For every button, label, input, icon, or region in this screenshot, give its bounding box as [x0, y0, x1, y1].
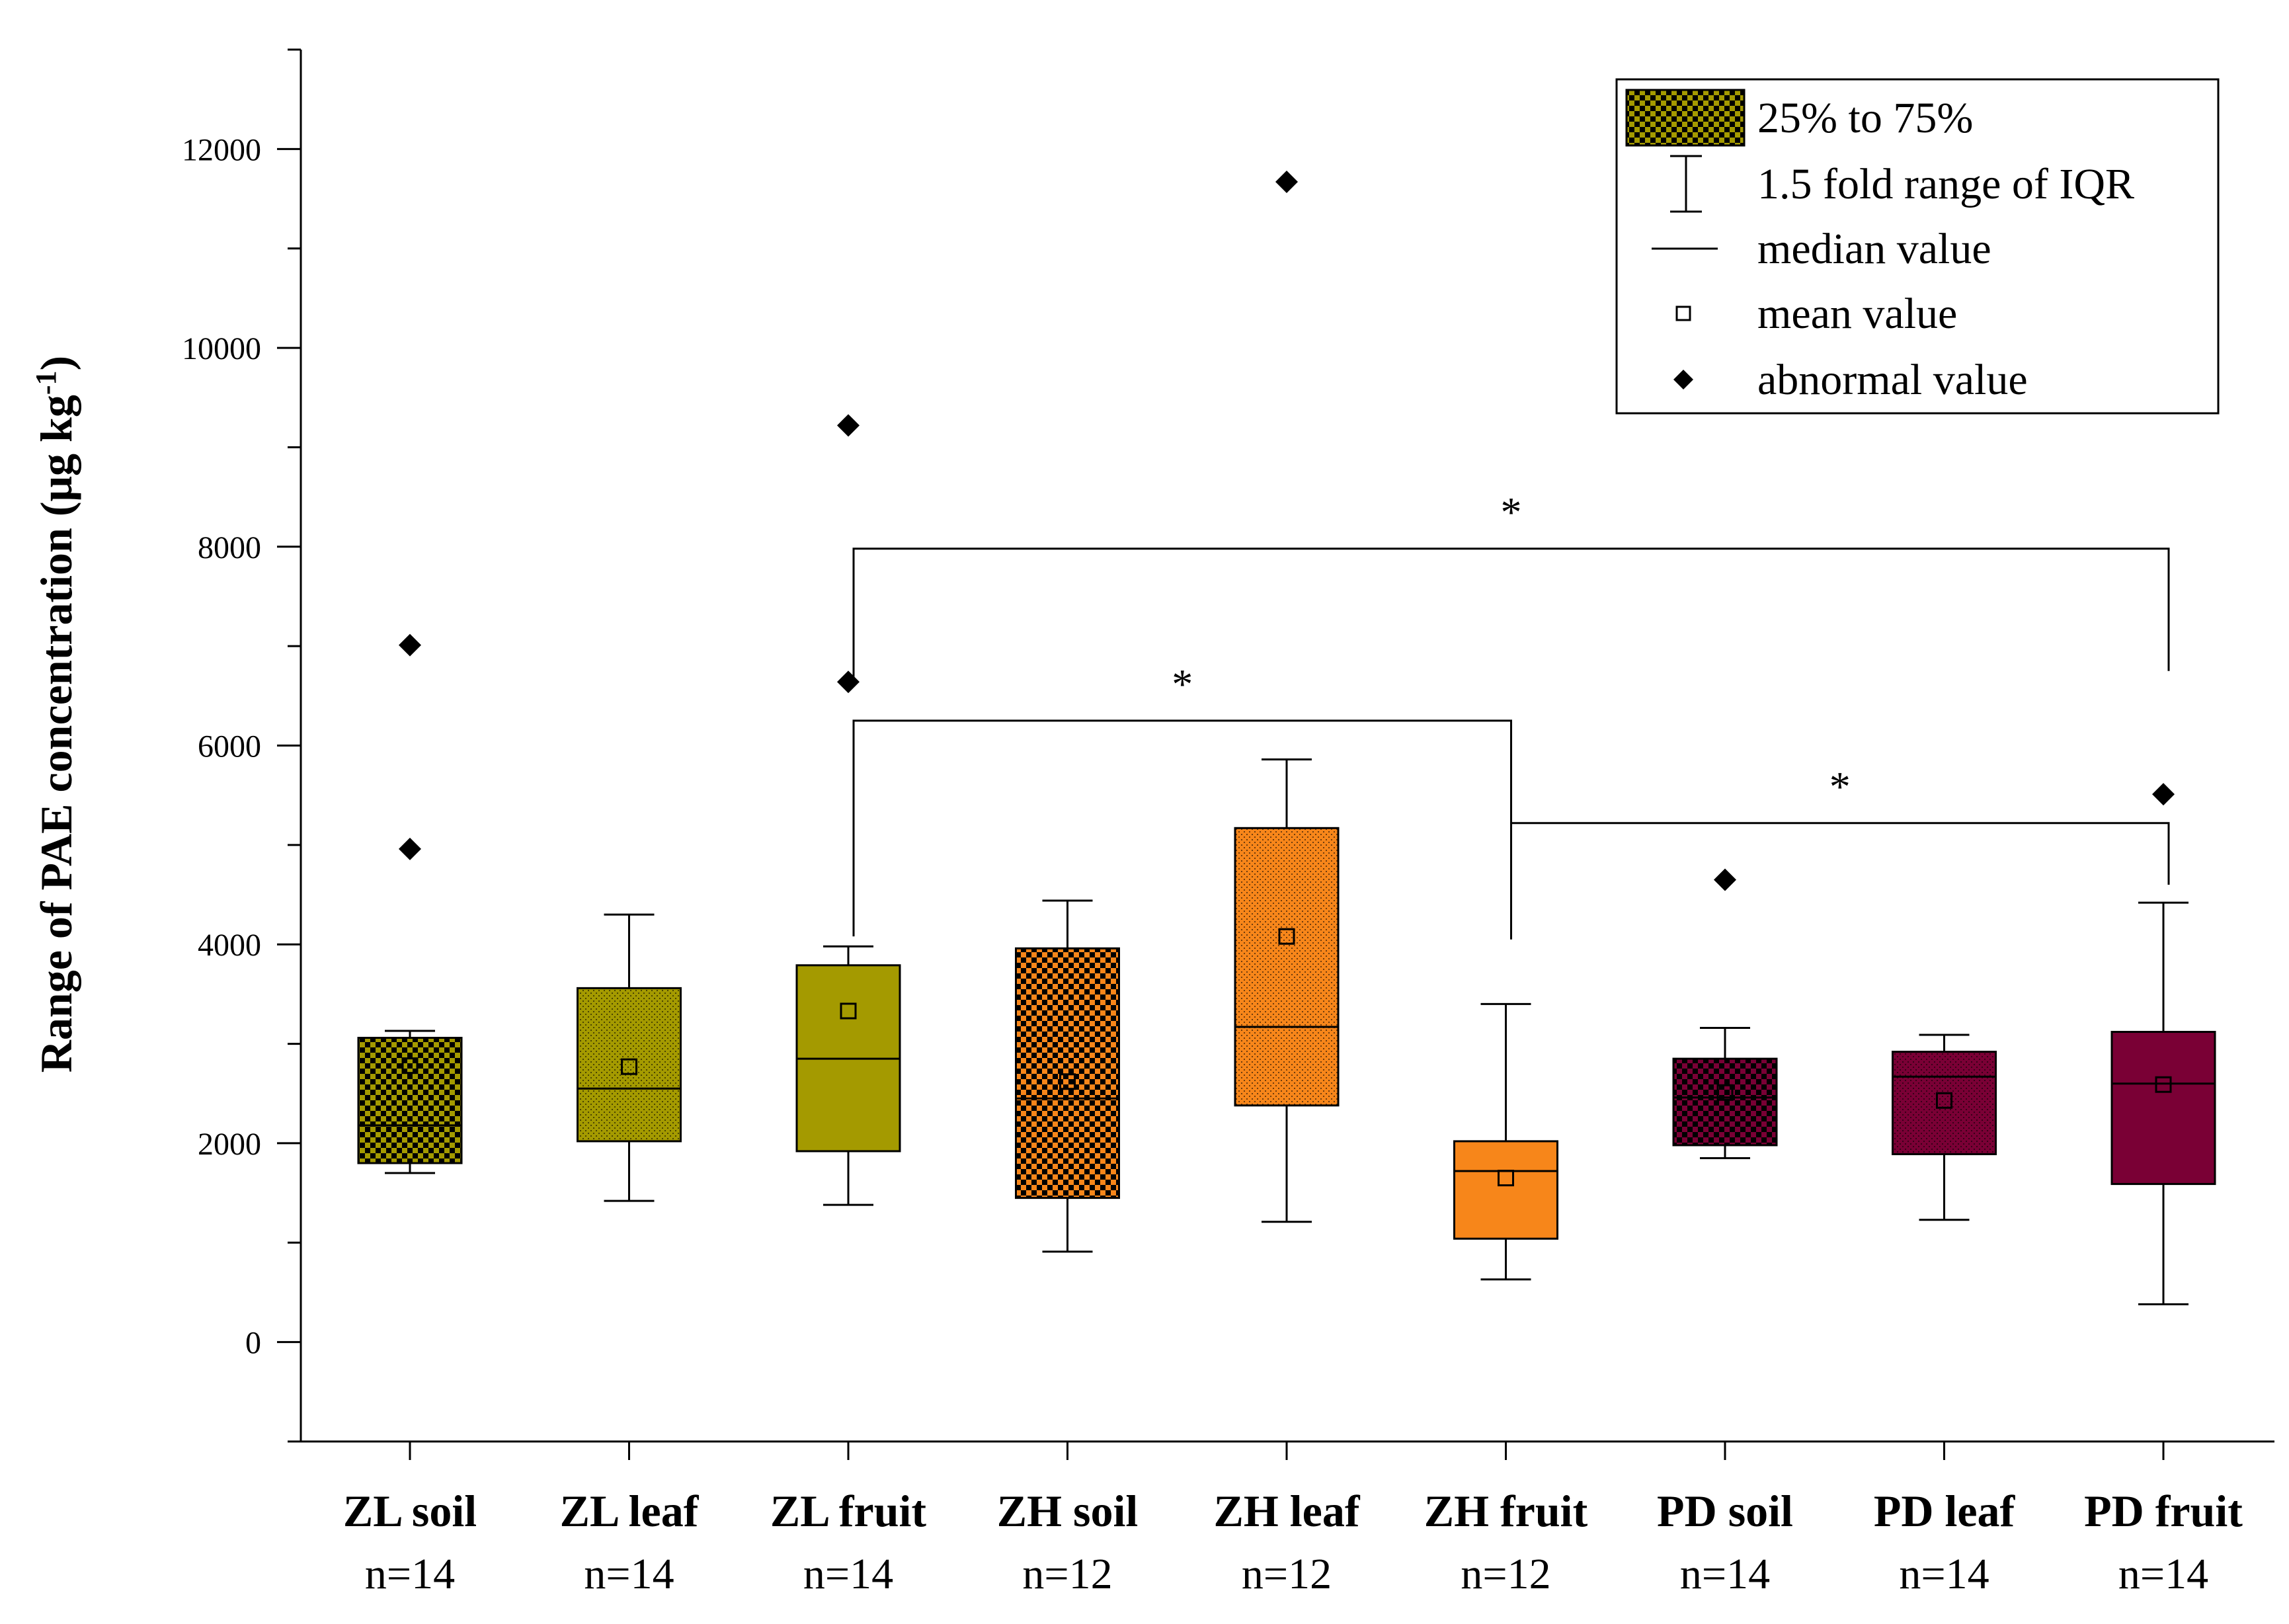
- bracket-line: [1510, 822, 2170, 889]
- legend-label: abnormal value: [1757, 356, 2028, 404]
- x-label-category: PD soil: [1657, 1486, 1793, 1536]
- x-label-n: n=14: [584, 1550, 674, 1598]
- box-zh-soil: [1015, 899, 1120, 1253]
- mean-marker: [1498, 1170, 1514, 1187]
- significance-bracket: *: [852, 489, 2170, 681]
- box-zl-leaf: [577, 913, 682, 1202]
- iqr-box: [1453, 1140, 1558, 1240]
- y-tick-label: 0: [245, 1326, 261, 1361]
- outlier-marker: [1275, 170, 1298, 193]
- legend-item-box: 25% to 75%: [1625, 89, 1973, 147]
- iqr-box: [1234, 827, 1340, 1107]
- x-label-n: n=14: [1680, 1550, 1770, 1598]
- y-tick-label: 10000: [182, 331, 261, 366]
- y-tick-label: 12000: [182, 132, 261, 167]
- legend-item-outlier: abnormal value: [1673, 356, 2028, 404]
- iqr-box: [357, 1037, 463, 1164]
- x-label-n: n=14: [365, 1550, 455, 1598]
- legend: 25% to 75% 1.5 fold range of IQR median va…: [1615, 78, 2220, 415]
- significance-star: *: [1501, 489, 1522, 536]
- legend-label: median value: [1757, 225, 1991, 273]
- bracket-line: [852, 548, 2170, 681]
- outlier-marker: [399, 633, 421, 657]
- x-label-n: n=14: [2118, 1550, 2208, 1598]
- x-label-category: ZH leaf: [1214, 1486, 1361, 1536]
- mean-marker: [621, 1058, 637, 1075]
- box-pd-leaf: [1892, 1034, 1997, 1221]
- mean-marker: [2155, 1076, 2172, 1093]
- iqr-box: [1015, 947, 1120, 1199]
- x-label-n: n=12: [1461, 1550, 1550, 1598]
- mean-marker: [840, 1002, 857, 1020]
- iqr-box: [1892, 1051, 1997, 1155]
- iqr-box: [577, 987, 682, 1143]
- x-label-category: ZL soil: [343, 1486, 477, 1536]
- iqr-box: [2110, 1031, 2216, 1186]
- outlier-marker: [837, 670, 860, 694]
- box-pd-soil: [1672, 868, 1778, 1159]
- legend-box-swatch: [1625, 89, 1746, 147]
- box-zl-fruit: [795, 414, 901, 1206]
- legend-mean-icon: [1675, 305, 1691, 321]
- significance-bracket: *: [852, 661, 1512, 940]
- y-tick-label: 8000: [198, 530, 261, 565]
- significance-brackets: * * *: [852, 489, 2170, 940]
- box-pd-fruit: [2110, 783, 2216, 1306]
- x-label-category: ZL leaf: [560, 1486, 700, 1536]
- box-plots: [357, 170, 2216, 1306]
- x-label-n: n=12: [1022, 1550, 1112, 1598]
- x-label-n: n=12: [1242, 1550, 1332, 1598]
- x-label-n: n=14: [803, 1550, 893, 1598]
- x-axis-labels: ZL soil n=14 ZL leaf n=14 ZL fruit n=14 ZH soi…: [343, 1486, 2243, 1598]
- y-tick-label: 2000: [198, 1127, 261, 1162]
- outlier-marker: [837, 414, 860, 437]
- outlier-marker: [399, 837, 421, 860]
- legend-outlier-icon: [1673, 370, 1693, 389]
- box-zl-soil: [357, 633, 463, 1174]
- legend-label: 1.5 fold range of IQR: [1757, 160, 2134, 208]
- significance-bracket: *: [1510, 763, 2170, 889]
- legend-item-whisker: 1.5 fold range of IQR: [1670, 155, 2134, 213]
- x-label-category: PD fruit: [2084, 1486, 2243, 1536]
- axes: 0 2000 4000 6000 8000 10000 12000: [182, 48, 2274, 1460]
- box-zh-leaf: [1234, 170, 1340, 1223]
- significance-star: *: [1172, 661, 1193, 708]
- x-label-n: n=14: [1899, 1550, 1989, 1598]
- legend-label: 25% to 75%: [1757, 94, 1973, 142]
- bracket-line: [852, 719, 1512, 940]
- mean-marker: [1936, 1092, 1952, 1109]
- mean-marker: [1278, 928, 1295, 945]
- x-label-category: ZH soil: [997, 1486, 1139, 1536]
- outlier-marker: [1714, 868, 1736, 891]
- mean-marker: [1059, 1073, 1076, 1090]
- y-axis-label: Range of PAE concentration (μg kg-1): [30, 356, 81, 1073]
- box-zh-fruit: [1453, 1002, 1558, 1281]
- legend-item-mean: mean value: [1675, 290, 1957, 338]
- x-label-category: ZH fruit: [1424, 1486, 1588, 1536]
- x-label-category: ZL fruit: [770, 1486, 926, 1536]
- mean-marker: [401, 1057, 419, 1075]
- x-label-category: PD leaf: [1874, 1486, 2016, 1536]
- significance-star: *: [1829, 763, 1851, 810]
- y-tick-label: 6000: [198, 729, 261, 764]
- y-tick-label: 4000: [198, 928, 261, 963]
- mean-marker: [1716, 1084, 1734, 1101]
- outlier-marker: [2152, 783, 2175, 806]
- iqr-box: [1672, 1057, 1778, 1147]
- legend-item-median: median value: [1652, 225, 1991, 273]
- legend-label: mean value: [1757, 290, 1957, 338]
